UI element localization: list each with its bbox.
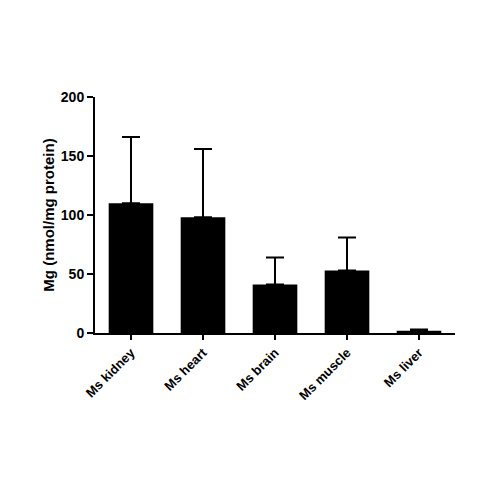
svg-text:100: 100: [61, 207, 85, 223]
svg-text:Ms muscle: Ms muscle: [296, 345, 354, 403]
svg-text:Ms kidney: Ms kidney: [83, 345, 139, 401]
svg-text:150: 150: [61, 148, 85, 164]
svg-text:Ms heart: Ms heart: [161, 345, 210, 394]
svg-text:Ms brain: Ms brain: [233, 345, 281, 393]
svg-text:0: 0: [76, 325, 84, 341]
svg-text:200: 200: [61, 89, 85, 105]
svg-text:Ms liver: Ms liver: [381, 345, 426, 390]
svg-text:50: 50: [69, 266, 85, 282]
svg-text:Mg (nmol/mg protein): Mg (nmol/mg protein): [40, 138, 57, 291]
